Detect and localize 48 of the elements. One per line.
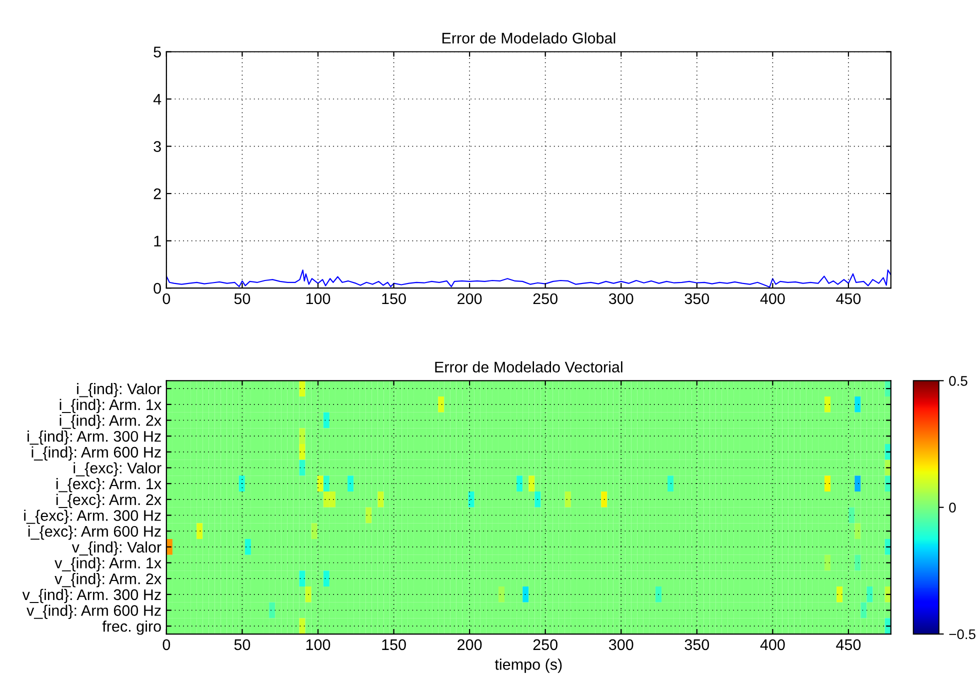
y-tick-label: i_{ind}: Valor [77, 383, 162, 398]
x-tick-label: 150 [382, 293, 406, 304]
y-tick-label: i_{exc}: Arm 600 Hz [28, 526, 161, 540]
x-tick-label: 250 [533, 639, 558, 650]
x-tick-label: 0 [162, 293, 170, 304]
color-bar-label: 0.5 [949, 376, 968, 386]
x-tick-label: 350 [684, 639, 710, 650]
y-tick-label: v_{ind}: Arm. 2x [54, 573, 162, 588]
x-tick-label: 50 [234, 639, 250, 650]
color-bar-label: 0 [949, 502, 956, 513]
x-tick-label: 450 [836, 293, 861, 304]
y-tick-label: 0 [154, 282, 161, 294]
y-tick-label: i_{exc}: Arm. 2x [56, 494, 162, 508]
y-tick-label: i_{exc}: Arm. 300 Hz [24, 510, 161, 524]
y-tick-label: 4 [153, 94, 162, 105]
x-tick-label: 100 [306, 639, 330, 650]
x-tick-label: 150 [382, 639, 406, 650]
x-tick-label: 50 [234, 293, 250, 304]
y-tick-label: i_{exc}: Valor [74, 462, 162, 476]
color-bar-label: −0.5 [949, 629, 976, 640]
y-tick-label: 1 [154, 236, 161, 246]
x-axis-title: tiempo (s) [494, 658, 562, 673]
y-tick-label: i_{ind}: Arm. 2x [60, 414, 162, 429]
x-tick-label: 300 [608, 639, 634, 650]
y-tick-label: 3 [154, 141, 161, 152]
y-tick-label: 5 [154, 46, 161, 58]
x-tick-label: 400 [760, 293, 785, 304]
y-tick-label: i_{ind}: Arm 600 Hz [32, 446, 161, 461]
chart-title: Error de Modelado Vectorial [435, 361, 622, 372]
y-tick-label: i_{ind}: Arm. 1x [60, 398, 162, 414]
x-tick-label: 300 [608, 293, 634, 304]
y-tick-label: v_{ind}: Arm. 1x [54, 557, 162, 572]
y-tick-label: i_{ind}: Arm. 300 Hz [28, 430, 161, 445]
y-tick-label: v_{ind}: Valor [72, 541, 162, 556]
chart-title: Error de Modelado Global [442, 32, 616, 44]
x-tick-label: 0 [162, 639, 170, 650]
y-tick-label: v_{ind}: Arm 600 Hz [26, 604, 161, 619]
x-tick-label: 200 [458, 639, 482, 650]
x-tick-label: 200 [458, 293, 482, 304]
y-tick-label: 2 [154, 188, 161, 200]
x-tick-label: 350 [684, 293, 710, 304]
x-tick-label: 450 [836, 639, 861, 650]
y-tick-label: v_{ind}: Arm. 300 Hz [22, 588, 161, 604]
y-tick-label: frec. giro [102, 620, 161, 635]
y-tick-label: i_{exc}: Arm. 1x [56, 478, 162, 492]
x-tick-label: 100 [306, 293, 330, 304]
x-tick-label: 400 [760, 639, 785, 650]
x-tick-label: 250 [533, 293, 558, 304]
